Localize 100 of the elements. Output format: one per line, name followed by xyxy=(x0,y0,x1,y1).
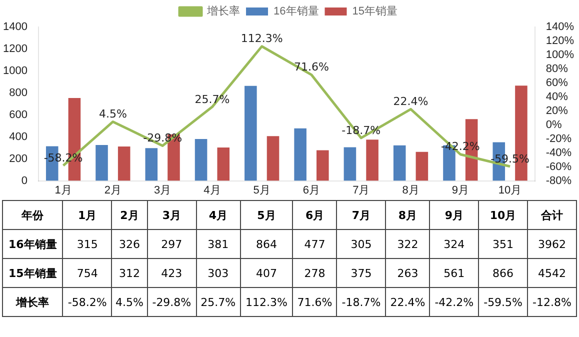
text: -12.8% xyxy=(528,288,576,316)
category-label: 1月 xyxy=(78,208,97,222)
data-label: 351 xyxy=(478,230,528,258)
x-tick-label: 2月 xyxy=(104,184,122,196)
y2-tick-label: 0% xyxy=(546,118,562,131)
category-label: 9月 xyxy=(444,208,464,222)
x-tick-label: 5月 xyxy=(253,184,270,196)
category-label: 4月 xyxy=(208,208,228,222)
y2-tick-label: -60% xyxy=(546,160,572,173)
category-label: 8月 xyxy=(398,208,418,222)
category-label: 2月 xyxy=(120,208,139,222)
data-label: 322 xyxy=(386,230,430,258)
data-label: -58.2% xyxy=(62,288,112,316)
text: 合计 xyxy=(528,200,576,230)
bar xyxy=(294,128,306,181)
text: -58.2% xyxy=(44,151,83,164)
y2-tick-label: 60% xyxy=(546,76,568,89)
y2-tick-label: -20% xyxy=(546,132,572,145)
data-label: -59.5% xyxy=(478,288,528,316)
data-label: -29.8% xyxy=(147,288,196,316)
bar xyxy=(344,147,356,181)
category-label: 7月 xyxy=(352,208,371,222)
data-label: 305 xyxy=(336,230,386,258)
bar xyxy=(416,152,428,181)
y-tick-label: 800 xyxy=(9,86,28,99)
text: 15年销量 xyxy=(8,266,57,280)
data-label: 297 xyxy=(147,230,196,258)
bar xyxy=(244,86,257,181)
text: 4542 xyxy=(528,258,576,288)
bar xyxy=(366,140,378,181)
data-label: 324 xyxy=(430,230,479,258)
text: 112.3% xyxy=(240,32,283,46)
bar xyxy=(217,148,230,181)
bar xyxy=(266,136,280,181)
y2-tick-label: 120% xyxy=(546,35,574,48)
text: 16年销量 xyxy=(8,238,57,250)
y-tick-label: 0 xyxy=(21,174,28,187)
category-label: 5月 xyxy=(257,208,276,222)
data-label: 477 xyxy=(292,230,337,258)
data-label: 407 xyxy=(240,258,293,288)
data-label: 423 xyxy=(147,258,196,288)
y2-tick-label: 140% xyxy=(546,21,574,34)
data-label: 315 xyxy=(62,230,112,258)
data-label: 4.5% xyxy=(112,288,148,316)
text: 4.5% xyxy=(98,108,127,121)
x-tick-label: 8月 xyxy=(402,184,420,196)
y2-tick-label: 80% xyxy=(546,62,568,75)
y-tick-label: 200 xyxy=(9,152,28,165)
bar xyxy=(145,148,158,181)
y-tick-label: 1000 xyxy=(2,64,28,77)
text: 3962 xyxy=(528,230,576,258)
y-tick-label: 400 xyxy=(9,130,28,143)
x-tick-label: 10月 xyxy=(498,184,522,196)
data-label: 864 xyxy=(240,230,293,258)
data-label: 381 xyxy=(196,230,240,258)
data-label: 278 xyxy=(292,258,337,288)
x-tick-label: 3月 xyxy=(154,184,172,196)
bar xyxy=(96,144,108,181)
data-label: -18.7% xyxy=(336,288,386,316)
data-label: 312 xyxy=(112,258,148,288)
data-label: 326 xyxy=(112,230,148,258)
y2-tick-label: 100% xyxy=(546,48,574,61)
x-tick-label: 7月 xyxy=(352,184,370,196)
text: 年份 xyxy=(2,200,63,230)
bar xyxy=(194,138,208,181)
legend-label: 15年销量 xyxy=(352,6,398,18)
data-label: 22.4% xyxy=(386,288,430,316)
text: -42.2% xyxy=(440,140,480,154)
data-label: 754 xyxy=(62,258,112,288)
y-tick-label: 600 xyxy=(9,108,28,121)
category-label: 3月 xyxy=(162,208,181,222)
x-tick-label: 4月 xyxy=(204,184,221,196)
data-label: 561 xyxy=(430,258,479,288)
y-tick-label: 1400 xyxy=(2,21,28,34)
category-label: 6月 xyxy=(305,208,324,222)
data-label: 866 xyxy=(478,258,528,288)
data-label: 263 xyxy=(386,258,430,288)
x-tick-label: 1月 xyxy=(54,184,72,196)
data-label: 112.3% xyxy=(240,288,293,316)
y2-tick-label: 20% xyxy=(546,104,568,117)
data-label: 375 xyxy=(336,258,386,288)
legend-label: 16年销量 xyxy=(274,6,319,18)
text: -59.5% xyxy=(490,152,530,166)
x-tick-label: 6月 xyxy=(302,184,320,196)
data-label: -42.2% xyxy=(430,288,479,316)
category-label: 10月 xyxy=(490,208,516,222)
y2-tick-label: 40% xyxy=(546,90,568,103)
text: 22.4% xyxy=(393,95,428,108)
bar xyxy=(316,150,329,181)
bar xyxy=(118,146,130,181)
y2-tick-label: -40% xyxy=(546,146,572,159)
data-label: 71.6% xyxy=(292,288,337,316)
data-label: 303 xyxy=(196,258,240,288)
y2-tick-label: -80% xyxy=(546,174,572,187)
y-tick-label: 1200 xyxy=(2,43,28,56)
text: 增长率 xyxy=(16,296,50,308)
bar xyxy=(393,145,406,181)
data-label: 25.7% xyxy=(196,288,240,316)
legend-label: 增长率 xyxy=(206,4,240,18)
x-tick-label: 9月 xyxy=(452,184,469,196)
